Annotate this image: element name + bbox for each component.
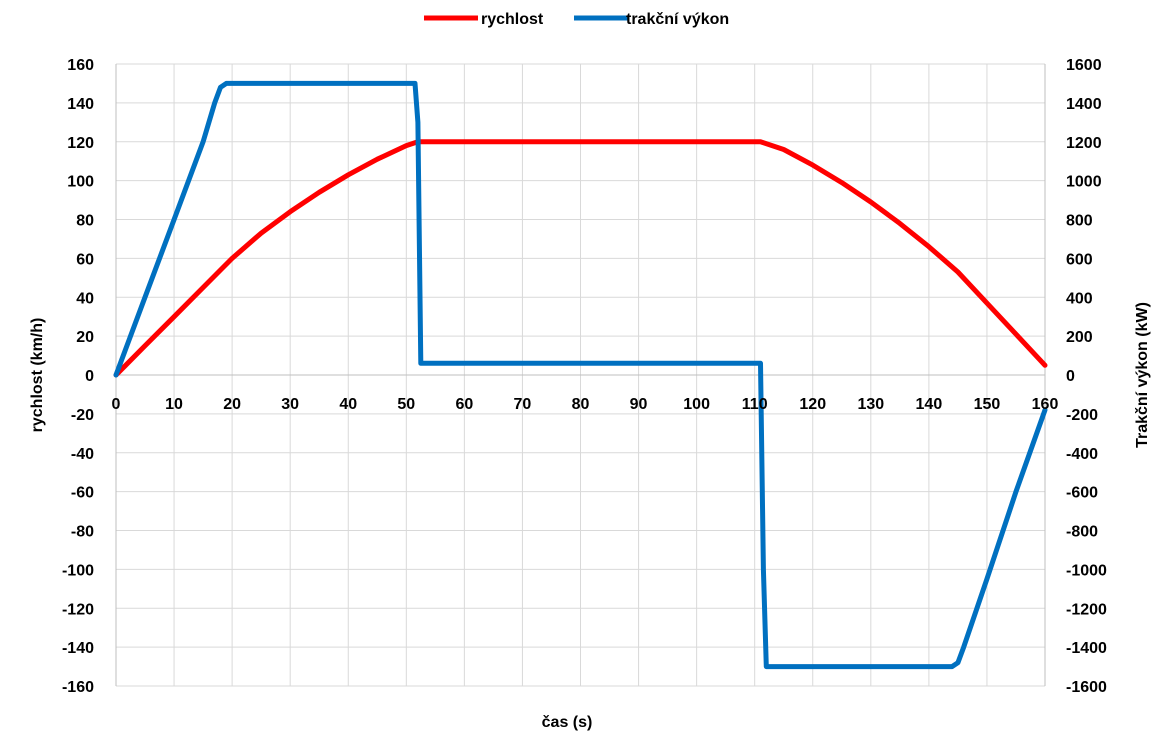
x-tick-label: 40 (339, 396, 357, 413)
y2-tick-label: 400 (1066, 290, 1093, 307)
x-tick-label: 140 (916, 396, 943, 413)
x-tick-label: 80 (572, 396, 590, 413)
y2-tick-label: 1400 (1066, 96, 1102, 113)
x-tick-label: 90 (630, 396, 648, 413)
y2-tick-label: -600 (1066, 485, 1098, 502)
x-tick-label: 130 (857, 396, 884, 413)
y-tick-label: 40 (76, 290, 94, 307)
y-tick-label: -20 (71, 407, 94, 424)
y2-tick-label: -1400 (1066, 640, 1107, 657)
legend-label-trakcni-vykon: trakční výkon (626, 11, 729, 28)
y-tick-label: 100 (67, 174, 94, 191)
y-tick-label: 20 (76, 329, 94, 346)
legend: rychlost trakční výkon (424, 11, 729, 28)
y2-tick-label: 1600 (1066, 57, 1102, 74)
x-tick-label: 30 (281, 396, 299, 413)
y-tick-label: 120 (67, 135, 94, 152)
x-tick-label: 10 (165, 396, 183, 413)
y-tick-label: -160 (62, 679, 94, 696)
y-tick-label: 60 (76, 251, 94, 268)
y2-tick-label: 800 (1066, 213, 1093, 230)
series-line-trakcni-vykon (113, 80, 1048, 670)
y-tick-label: -140 (62, 640, 94, 657)
y-tick-label: 0 (85, 368, 94, 385)
x-tick-label: 100 (683, 396, 710, 413)
x-tick-label: 20 (223, 396, 241, 413)
y2-tick-label: 200 (1066, 329, 1093, 346)
y2-tick-label: -1000 (1066, 562, 1107, 579)
y2-tick-label: -800 (1066, 524, 1098, 541)
y2-tick-label: 0 (1066, 368, 1075, 385)
x-tick-label: 0 (112, 396, 121, 413)
y2-tick-label: 1200 (1066, 135, 1102, 152)
y2-tick-label: -1600 (1066, 679, 1107, 696)
y2-tick-label: -1200 (1066, 601, 1107, 618)
y-tick-label: 140 (67, 96, 94, 113)
y-tick-label: -100 (62, 562, 94, 579)
y2-tick-label: -400 (1066, 446, 1098, 463)
x-tick-label: 110 (742, 396, 768, 413)
series-layer (113, 80, 1048, 670)
y-tick-label: 80 (76, 213, 94, 230)
y-tick-label: -120 (62, 601, 94, 618)
y-tick-label: 160 (67, 57, 94, 74)
y2-tick-label: 600 (1066, 251, 1093, 268)
x-axis-title: čas (s) (542, 714, 593, 731)
legend-label-rychlost: rychlost (481, 11, 544, 28)
y-tick-label: -60 (71, 485, 94, 502)
x-tick-label: 60 (455, 396, 473, 413)
x-tick-label: 70 (514, 396, 532, 413)
series-line-rychlost (113, 139, 1048, 378)
y2-axis-title: Trakční výkon (kW) (1134, 302, 1151, 448)
tick-labels: 160140120100806040200-20-40-60-80-100-12… (62, 57, 1107, 696)
x-tick-label: 150 (974, 396, 1001, 413)
x-tick-label: 160 (1032, 396, 1059, 413)
y-tick-label: -40 (71, 446, 94, 463)
y-axis-title: rychlost (km/h) (29, 318, 46, 433)
x-tick-label: 50 (397, 396, 415, 413)
y-tick-label: -80 (71, 524, 94, 541)
y2-tick-label: 1000 (1066, 174, 1102, 191)
x-tick-label: 120 (799, 396, 826, 413)
y2-tick-label: -200 (1066, 407, 1098, 424)
